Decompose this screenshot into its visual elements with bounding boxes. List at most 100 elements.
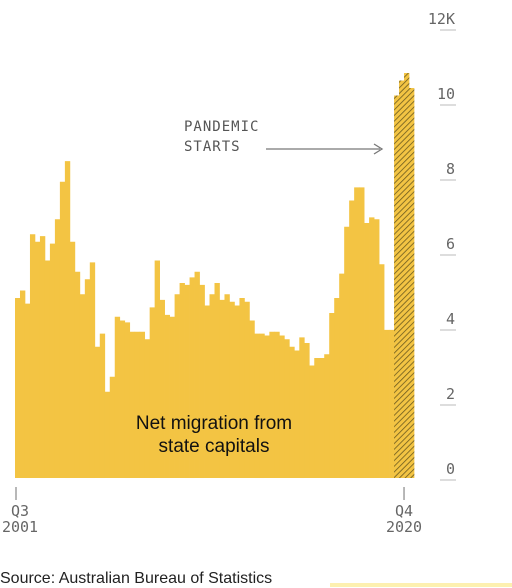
bar xyxy=(214,283,220,478)
annotation-arrow-head xyxy=(373,143,384,155)
bar xyxy=(54,219,61,478)
y-tick-label: 8 xyxy=(446,160,455,178)
bar xyxy=(169,316,175,478)
bar xyxy=(84,279,91,478)
bar xyxy=(49,243,56,478)
bar-pandemic xyxy=(399,80,405,478)
bar xyxy=(44,260,51,478)
bar xyxy=(329,313,335,478)
bar xyxy=(129,331,136,478)
bar xyxy=(279,335,285,478)
bar xyxy=(374,219,380,478)
x-tick-label-quarter: Q4 xyxy=(395,502,413,520)
y-tick-label: 4 xyxy=(446,310,455,328)
bar xyxy=(64,161,71,479)
bar-pandemic xyxy=(404,73,410,478)
bar-pandemic xyxy=(409,88,415,478)
bar xyxy=(314,358,320,478)
bar xyxy=(239,298,245,478)
bar xyxy=(204,305,210,478)
bar xyxy=(159,299,165,479)
x-tick-label-quarter: Q3 xyxy=(11,502,29,520)
bar xyxy=(89,262,96,479)
bar xyxy=(189,277,195,479)
bar xyxy=(119,320,126,478)
bar xyxy=(154,260,160,478)
x-tick-label-year: 2001 xyxy=(2,518,38,536)
bar xyxy=(94,346,101,478)
bar xyxy=(274,331,280,478)
bar xyxy=(79,294,86,478)
bar xyxy=(269,331,275,478)
bar xyxy=(259,333,265,479)
bar xyxy=(219,299,225,479)
y-tick-label: 0 xyxy=(446,460,455,478)
bar xyxy=(24,303,31,479)
bar xyxy=(359,187,365,479)
bar xyxy=(289,346,295,478)
bar xyxy=(134,331,141,478)
bar xyxy=(179,283,185,478)
bar xyxy=(224,294,230,478)
bar xyxy=(334,298,340,478)
bar xyxy=(184,284,190,479)
bar xyxy=(139,331,146,478)
bar xyxy=(114,316,121,478)
bar xyxy=(164,314,170,479)
bar xyxy=(74,271,81,478)
bar xyxy=(339,273,345,479)
bar xyxy=(319,358,325,478)
bar xyxy=(364,223,370,478)
bar xyxy=(15,298,21,478)
bar xyxy=(249,320,255,478)
bar xyxy=(294,350,300,478)
bar xyxy=(149,307,155,479)
bar xyxy=(34,241,41,478)
bar xyxy=(199,284,205,479)
bar xyxy=(229,301,235,478)
bar xyxy=(19,290,26,478)
bar xyxy=(389,329,395,479)
bar xyxy=(59,181,66,478)
y-axis: 0 2 4 6 8 10 12K xyxy=(428,10,456,481)
bar xyxy=(299,337,305,479)
bar xyxy=(379,264,385,478)
bar xyxy=(254,333,260,479)
x-tick-label-year: 2020 xyxy=(386,518,422,536)
bar xyxy=(69,241,76,478)
bar xyxy=(174,294,180,478)
bar xyxy=(104,391,111,478)
bar xyxy=(29,234,36,478)
bar xyxy=(324,354,330,478)
y-tick-label: 12K xyxy=(428,10,455,28)
y-tick-label: 6 xyxy=(446,235,455,253)
inside-label-line2: state capitals xyxy=(159,436,270,457)
bar xyxy=(349,200,355,478)
bar xyxy=(99,333,106,479)
bar xyxy=(109,376,116,478)
y-tick-label: 2 xyxy=(446,385,455,403)
bar xyxy=(309,365,315,478)
bar xyxy=(354,187,360,479)
inside-label-line1: Net migration from xyxy=(136,413,292,434)
bar xyxy=(234,305,240,478)
annotation-pandemic-line1: PANDEMIC xyxy=(184,119,259,135)
bar xyxy=(244,301,250,478)
bar xyxy=(344,226,350,478)
bar xyxy=(144,339,151,478)
bar-pandemic xyxy=(394,95,400,478)
bars-layer xyxy=(15,73,415,479)
bar xyxy=(304,343,310,478)
bottom-highlight-strip xyxy=(330,583,512,587)
annotation-pandemic-line2: STARTS xyxy=(184,139,241,155)
source-note: Source: Australian Bureau of Statistics xyxy=(0,570,273,587)
bar xyxy=(209,294,215,478)
bar xyxy=(39,236,46,479)
bar xyxy=(284,339,290,478)
bar xyxy=(384,329,390,479)
y-tick-label: 10 xyxy=(437,85,455,103)
bar xyxy=(194,271,200,478)
bar xyxy=(369,217,375,479)
